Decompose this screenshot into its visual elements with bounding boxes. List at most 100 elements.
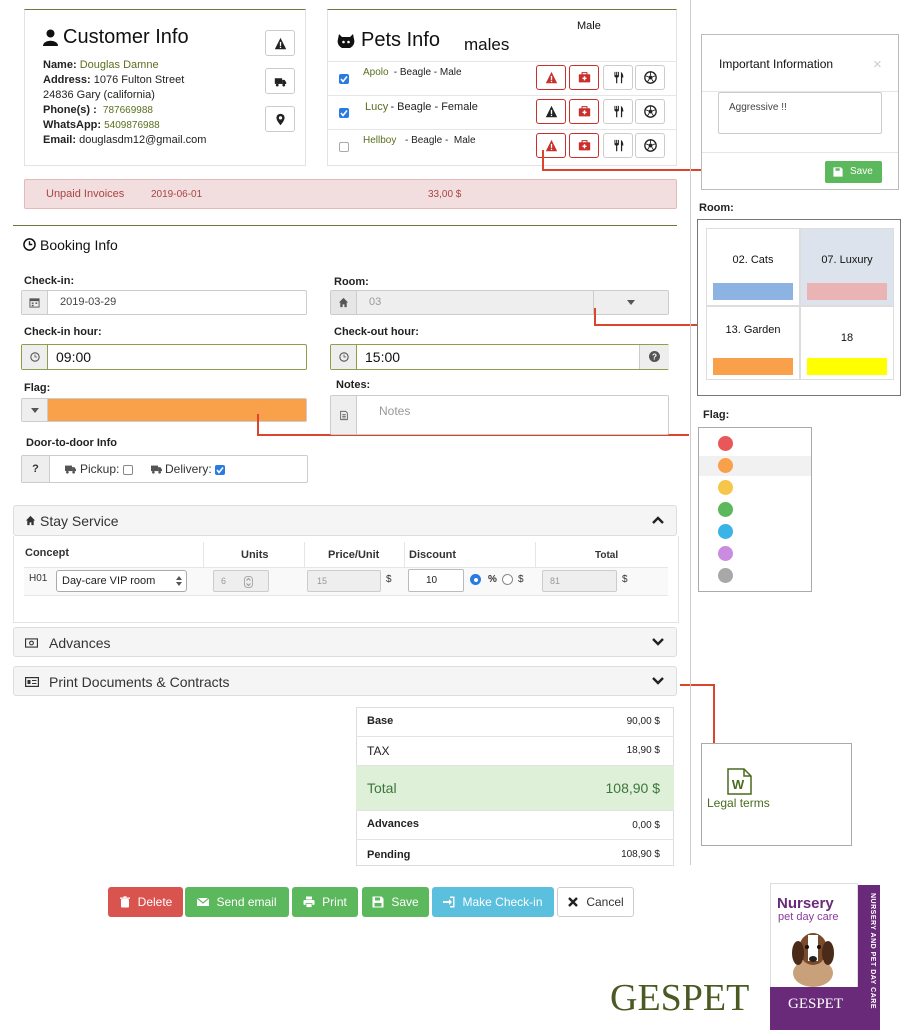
flag-color-option[interactable]: [718, 546, 733, 561]
legal-terms-card[interactable]: W Legal terms: [701, 743, 852, 846]
pet-medkit-button[interactable]: [569, 133, 599, 158]
advances-header[interactable]: Advances: [13, 627, 677, 657]
phone-value[interactable]: 787669988: [102, 105, 153, 116]
connector-flag: [257, 414, 259, 436]
pet-select-checkbox[interactable]: [339, 74, 349, 84]
select-arrows-icon: [176, 576, 182, 586]
concept-header: Concept: [25, 547, 69, 559]
price-header: Price/Unit: [328, 549, 380, 561]
important-info-close[interactable]: ×: [873, 56, 882, 73]
total-input[interactable]: 81: [542, 570, 617, 592]
clock-icon: [29, 352, 40, 362]
summary-pending-row: Pending 108,90 $: [356, 839, 674, 866]
flag-color-option[interactable]: [718, 436, 733, 451]
important-save-button[interactable]: Save: [825, 161, 882, 183]
flag-select[interactable]: [21, 398, 307, 422]
address-line1: 1076 Fulton Street: [93, 74, 185, 86]
notes-textarea[interactable]: Notes: [330, 395, 669, 435]
pet-cutlery-button[interactable]: [603, 99, 633, 124]
pet-name[interactable]: Lucy: [365, 101, 389, 113]
pet-select-checkbox[interactable]: [339, 108, 349, 118]
checkin-hour-label: Check-in hour:: [24, 326, 102, 338]
print-docs-header[interactable]: Print Documents & Contracts: [13, 666, 677, 696]
room-option[interactable]: 13. Garden: [706, 306, 800, 380]
flag-color-option[interactable]: [718, 458, 733, 473]
pet-warning-button[interactable]: [536, 65, 566, 90]
pet-description: - Beagle - Female: [387, 101, 478, 113]
make-checkin-button[interactable]: Make Check-in: [432, 887, 554, 917]
pet-name[interactable]: Apolo: [363, 67, 389, 78]
help-addon[interactable]: ?: [639, 345, 669, 369]
advances-label: Advances: [367, 818, 419, 830]
advances-value: 0,00 $: [632, 820, 660, 831]
unpaid-invoices-bar[interactable]: Unpaid Invoices 2019-06-01 33,00 $: [24, 179, 677, 209]
delivery-checkbox[interactable]: [215, 465, 225, 475]
checkin-hour-input[interactable]: 09:00: [21, 344, 307, 370]
connector-room: [594, 324, 706, 326]
file-addon: [331, 396, 357, 434]
chevron-down-icon: [652, 677, 664, 685]
pet-cutlery-button[interactable]: [603, 65, 633, 90]
pet-cutlery-button[interactable]: [603, 133, 633, 158]
flag-dropdown-toggle[interactable]: [22, 399, 48, 421]
flag-color-option[interactable]: [718, 480, 733, 495]
pet-warning-button[interactable]: [536, 133, 566, 158]
flag-color-option[interactable]: [718, 524, 733, 539]
discount-input[interactable]: 10: [408, 569, 464, 592]
pet-warning-button[interactable]: [536, 99, 566, 124]
print-button[interactable]: Print: [292, 887, 358, 917]
stay-service-header[interactable]: Stay Service: [13, 505, 677, 536]
checkout-hour-input[interactable]: 15:00 ?: [330, 344, 669, 370]
discount-percent-label: %: [488, 574, 497, 585]
total-header: Total: [595, 550, 619, 561]
units-value: 6: [221, 576, 227, 586]
pet-medkit-button[interactable]: [569, 65, 599, 90]
total-value: 81: [550, 576, 561, 586]
pet-ball-button[interactable]: [635, 65, 665, 90]
phone-label: Phone(s) :: [43, 104, 97, 116]
whatsapp-value[interactable]: 5409876988: [104, 120, 160, 131]
important-info-textarea[interactable]: Aggressive !!: [718, 92, 882, 134]
delete-button[interactable]: Delete: [108, 887, 183, 917]
price-input[interactable]: 15: [307, 570, 381, 592]
room-dropdown-toggle[interactable]: [593, 291, 669, 314]
room-option[interactable]: 18: [800, 306, 894, 380]
invoice-amount: 33,00 $: [428, 189, 462, 200]
pet-ball-button[interactable]: [635, 99, 665, 124]
units-input[interactable]: 6: [213, 570, 269, 592]
flag-color-option[interactable]: [718, 502, 733, 517]
cutlery-icon: [613, 71, 623, 84]
medkit-icon: [578, 106, 590, 117]
door-to-door-group: ? Pickup: Delivery:: [21, 455, 308, 483]
help-addon[interactable]: ?: [22, 456, 50, 482]
discount-amount-radio[interactable]: [502, 574, 513, 585]
notes-label: Notes:: [336, 379, 371, 391]
customer-map-button[interactable]: [265, 106, 295, 132]
cancel-button[interactable]: Cancel: [557, 887, 634, 917]
pet-select-checkbox[interactable]: [339, 142, 349, 152]
save-button[interactable]: Save: [362, 887, 429, 917]
checkin-date-input[interactable]: 2019-03-29: [21, 290, 307, 315]
email-value[interactable]: douglasdm12@gmail.com: [79, 134, 207, 146]
pet-description: - Beagle - Male: [391, 67, 462, 78]
room-select[interactable]: 03: [330, 290, 669, 315]
send-email-button[interactable]: Send email: [185, 887, 289, 917]
customer-name[interactable]: Douglas Damne: [79, 59, 159, 71]
github-icon: [337, 34, 355, 48]
pet-name[interactable]: Hellboy: [363, 135, 397, 146]
flag-color-option[interactable]: [718, 568, 733, 583]
customer-delivery-button[interactable]: [265, 68, 295, 94]
discount-percent-radio[interactable]: [470, 574, 481, 585]
customer-warning-button[interactable]: [265, 30, 295, 56]
tax-value: 18,90 $: [626, 745, 660, 756]
room-option[interactable]: 07. Luxury: [800, 228, 894, 306]
concept-select[interactable]: Day-care VIP room: [56, 570, 187, 592]
soccer-ball-icon: [643, 105, 657, 118]
pet-ball-button[interactable]: [635, 133, 665, 158]
room-popup-label: Room:: [699, 202, 734, 214]
file-text-icon: [339, 410, 348, 420]
pickup-checkbox[interactable]: [123, 465, 133, 475]
truck-icon: [274, 77, 286, 87]
pet-medkit-button[interactable]: [569, 99, 599, 124]
room-option[interactable]: 02. Cats: [706, 228, 800, 306]
